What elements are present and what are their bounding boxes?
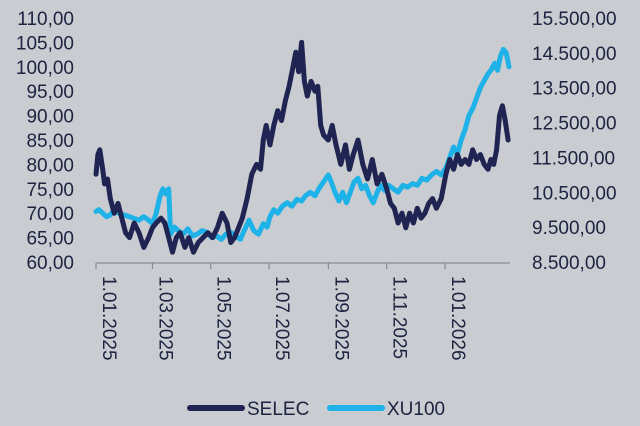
right-y-tick-label: 12.500,00 <box>532 114 617 135</box>
x-axis-ticks: 1.01.2025 1.03.2025 1.05.2025 1.07.2025 1.09… <box>95 263 468 361</box>
legend-item-xu100[interactable]: XU100 <box>327 399 445 420</box>
x-tick-label: 1.03.2025 <box>154 276 175 361</box>
legend-item-selec[interactable]: SELEC <box>187 399 309 420</box>
x-tick-label: 1.05.2025 <box>213 276 234 361</box>
left-y-tick-label: 80,00 <box>26 155 74 176</box>
right-y-tick-label: 11.500,00 <box>532 148 615 169</box>
left-y-tick-label: 110,00 <box>17 9 74 30</box>
right-y-tick-label: 15.500,00 <box>532 9 617 30</box>
right-y-tick-label: 8.500,00 <box>532 253 606 274</box>
x-tick-label: 1.01.2026 <box>447 276 468 361</box>
legend: SELEC XU100 <box>187 399 445 420</box>
left-y-tick-label: 85,00 <box>26 131 74 152</box>
left-y-tick-label: 100,00 <box>16 58 74 79</box>
left-y-tick-label: 70,00 <box>26 204 74 225</box>
series-layer <box>93 39 512 255</box>
right-y-axis-ticks: 8.500,00 9.500,00 10.500,00 11.500,00 12.500… <box>532 9 617 274</box>
left-y-tick-label: 65,00 <box>26 229 74 250</box>
legend-label-xu100: XU100 <box>387 399 445 420</box>
x-tick-label: 1.11.2025 <box>389 276 410 359</box>
left-y-tick-label: 75,00 <box>26 180 74 201</box>
right-y-tick-label: 13.500,00 <box>532 79 617 100</box>
x-tick-label: 1.09.2025 <box>330 276 351 361</box>
right-y-tick-label: 9.500,00 <box>532 218 606 239</box>
right-y-tick-label: 10.500,00 <box>532 183 617 204</box>
legend-label-selec: SELEC <box>247 399 309 420</box>
right-y-tick-label: 14.500,00 <box>532 44 617 65</box>
left-y-tick-label: 105,00 <box>16 33 74 54</box>
left-y-axis-ticks: 60,00 65,00 70,00 75,00 80,00 85,00 90,00 95,00… <box>16 9 74 274</box>
x-tick-label: 1.01.2025 <box>98 276 119 361</box>
series-line-xu100 <box>93 46 512 242</box>
left-y-tick-label: 60,00 <box>26 253 74 274</box>
x-tick-label: 1.07.2025 <box>271 276 292 361</box>
left-y-tick-label: 90,00 <box>26 107 74 128</box>
left-y-tick-label: 95,00 <box>26 82 74 103</box>
series-line-selec <box>93 39 511 255</box>
